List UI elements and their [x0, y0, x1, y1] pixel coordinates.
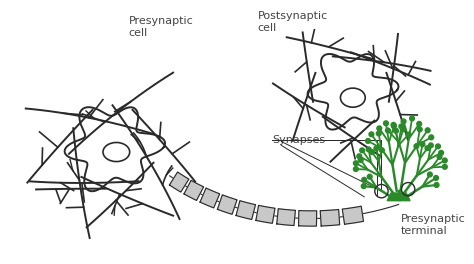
Polygon shape	[170, 172, 189, 192]
Text: Postsynaptic
cell: Postsynaptic cell	[257, 11, 328, 33]
Ellipse shape	[392, 124, 396, 128]
Polygon shape	[256, 205, 275, 223]
Ellipse shape	[354, 167, 358, 171]
Ellipse shape	[354, 161, 358, 166]
Ellipse shape	[437, 154, 442, 159]
Ellipse shape	[401, 119, 406, 124]
Ellipse shape	[377, 126, 382, 131]
Ellipse shape	[367, 174, 372, 179]
Polygon shape	[218, 195, 237, 214]
Ellipse shape	[428, 172, 432, 177]
Ellipse shape	[425, 128, 430, 133]
Polygon shape	[200, 188, 219, 208]
Polygon shape	[184, 180, 204, 200]
Polygon shape	[236, 201, 255, 219]
Ellipse shape	[414, 144, 419, 149]
Ellipse shape	[442, 158, 447, 163]
Ellipse shape	[366, 147, 371, 152]
Ellipse shape	[374, 146, 379, 151]
Polygon shape	[64, 107, 165, 191]
Polygon shape	[342, 206, 364, 224]
Ellipse shape	[436, 144, 440, 149]
Ellipse shape	[401, 127, 406, 132]
Ellipse shape	[434, 176, 438, 180]
Ellipse shape	[362, 177, 366, 182]
Ellipse shape	[428, 143, 433, 148]
Ellipse shape	[425, 146, 430, 150]
Ellipse shape	[376, 131, 381, 136]
Ellipse shape	[406, 132, 411, 137]
Ellipse shape	[357, 154, 362, 159]
Ellipse shape	[385, 128, 390, 133]
Polygon shape	[308, 54, 399, 130]
Ellipse shape	[418, 127, 422, 132]
Ellipse shape	[369, 150, 374, 154]
Ellipse shape	[442, 164, 447, 169]
Polygon shape	[320, 210, 340, 226]
Ellipse shape	[417, 121, 421, 126]
Ellipse shape	[383, 121, 388, 126]
Ellipse shape	[361, 184, 366, 188]
Ellipse shape	[429, 135, 434, 140]
Ellipse shape	[439, 150, 444, 155]
Ellipse shape	[410, 116, 414, 121]
Polygon shape	[387, 193, 410, 201]
Text: Synapses: Synapses	[272, 135, 325, 145]
Ellipse shape	[393, 128, 398, 133]
Ellipse shape	[369, 132, 374, 137]
Ellipse shape	[358, 158, 363, 162]
Ellipse shape	[399, 124, 404, 129]
Ellipse shape	[391, 122, 396, 127]
Text: Presynaptic
cell: Presynaptic cell	[129, 16, 193, 38]
Polygon shape	[277, 209, 295, 225]
Polygon shape	[299, 210, 317, 226]
Ellipse shape	[420, 142, 425, 147]
Text: Presynaptic
terminal: Presynaptic terminal	[401, 214, 465, 236]
Ellipse shape	[434, 183, 439, 187]
Ellipse shape	[360, 148, 365, 153]
Ellipse shape	[365, 139, 370, 143]
Ellipse shape	[380, 148, 384, 153]
